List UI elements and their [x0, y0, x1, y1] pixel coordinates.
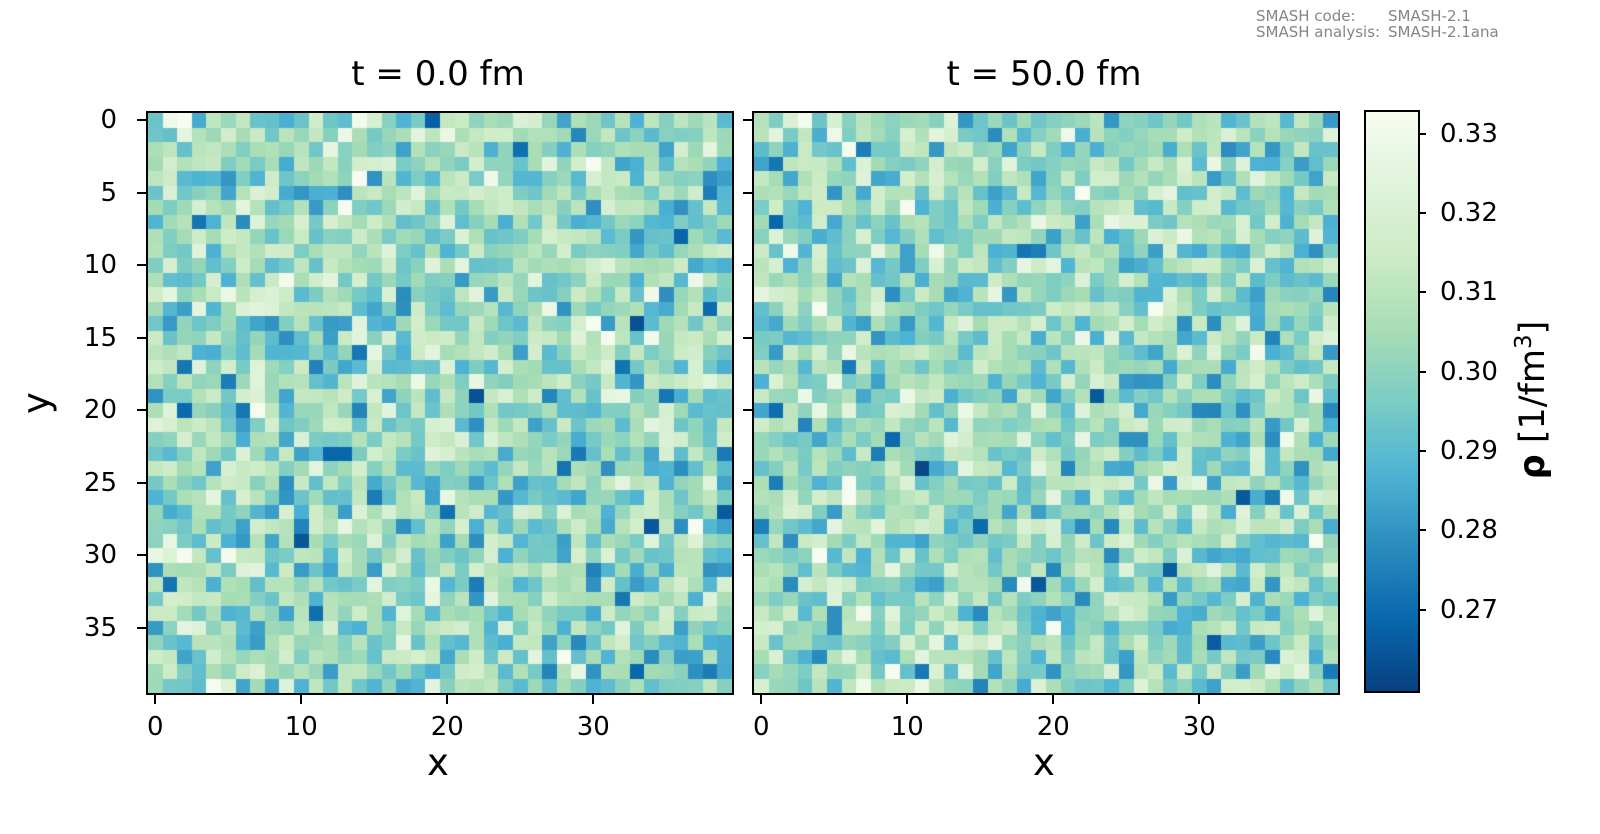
colorbar-tick-label: 0.29 — [1440, 436, 1498, 467]
x-tick-label: 20 — [1036, 712, 1070, 742]
smash-version-annotation: SMASH code: SMASH-2.1 SMASH analysis: SM… — [1256, 8, 1499, 40]
y-tick — [137, 626, 146, 629]
rho-symbol: ρ — [1512, 454, 1553, 480]
y-tick — [137, 409, 146, 412]
x-tick — [446, 695, 449, 704]
y-tick — [743, 264, 752, 267]
x-tick — [760, 695, 763, 704]
smash-code-label: SMASH code: — [1256, 7, 1356, 25]
x-tick-label: 10 — [284, 712, 318, 742]
colorbar-units-exponent: 3 — [1511, 334, 1538, 349]
smash-code-value: SMASH-2.1 — [1388, 7, 1471, 25]
colorbar-tick — [1418, 291, 1426, 294]
colorbar-tick — [1418, 370, 1426, 373]
left-heatmap-panel — [146, 111, 734, 695]
y-tick-label: 0 — [100, 105, 117, 136]
y-tick-label: 10 — [83, 250, 117, 281]
y-tick — [137, 336, 146, 339]
smash-analysis-row: SMASH analysis: SMASH-2.1ana — [1256, 24, 1499, 40]
colorbar-tick-label: 0.31 — [1440, 277, 1498, 308]
y-tick-label: 35 — [83, 612, 117, 643]
x-tick-label: 0 — [753, 712, 770, 742]
y-tick-label: 25 — [83, 467, 117, 498]
colorbar-tick — [1418, 529, 1426, 532]
x-tick-label: 10 — [890, 712, 924, 742]
colorbar-tick-label: 0.32 — [1440, 198, 1498, 229]
y-tick — [743, 119, 752, 122]
x-tick — [154, 695, 157, 704]
y-tick — [137, 119, 146, 122]
smash-analysis-value: SMASH-2.1ana — [1388, 23, 1499, 41]
x-tick-label: 0 — [147, 712, 164, 742]
colorbar-tick-label: 0.27 — [1440, 594, 1498, 625]
y-tick — [743, 336, 752, 339]
x-tick — [1198, 695, 1201, 704]
y-tick-label: 20 — [83, 395, 117, 426]
right-heatmap-canvas — [754, 113, 1338, 693]
right-heatmap-panel — [752, 111, 1340, 695]
x-tick — [906, 695, 909, 704]
left-panel-title: t = 0.0 fm — [351, 54, 525, 94]
y-tick — [743, 481, 752, 484]
colorbar-units-suffix: ] — [1512, 320, 1553, 335]
x-tick-label: 30 — [1182, 712, 1216, 742]
colorbar-axis-label: ρ [1/fm3] — [1511, 321, 1553, 480]
smash-code-row: SMASH code: SMASH-2.1 — [1256, 8, 1499, 24]
colorbar-tick — [1418, 608, 1426, 611]
left-heatmap-canvas — [148, 113, 732, 693]
colorbar-tick — [1418, 450, 1426, 453]
y-tick-label: 5 — [100, 177, 117, 208]
y-tick-label: 15 — [83, 322, 117, 353]
x-tick-label: 30 — [576, 712, 610, 742]
y-tick — [743, 409, 752, 412]
colorbar-units-prefix: [1/fm — [1512, 348, 1553, 455]
colorbar-tick-label: 0.33 — [1440, 118, 1498, 149]
right-panel-title: t = 50.0 fm — [946, 54, 1142, 94]
left-x-axis-label: x — [427, 741, 449, 784]
x-tick — [1052, 695, 1055, 704]
colorbar — [1364, 110, 1420, 693]
colorbar-gradient — [1366, 112, 1418, 691]
y-tick — [137, 264, 146, 267]
y-tick — [743, 554, 752, 557]
x-tick — [592, 695, 595, 704]
x-tick-label: 20 — [430, 712, 464, 742]
y-tick — [137, 481, 146, 484]
y-tick — [137, 554, 146, 557]
colorbar-tick-label: 0.30 — [1440, 356, 1498, 387]
colorbar-tick-label: 0.28 — [1440, 515, 1498, 546]
right-x-axis-label: x — [1033, 741, 1055, 784]
y-tick-label: 30 — [83, 540, 117, 571]
colorbar-tick — [1418, 132, 1426, 135]
y-tick — [743, 191, 752, 194]
y-tick — [137, 191, 146, 194]
y-tick — [743, 626, 752, 629]
colorbar-tick — [1418, 212, 1426, 215]
smash-analysis-label: SMASH analysis: — [1256, 23, 1381, 41]
x-tick — [300, 695, 303, 704]
y-axis-label: y — [14, 392, 58, 414]
